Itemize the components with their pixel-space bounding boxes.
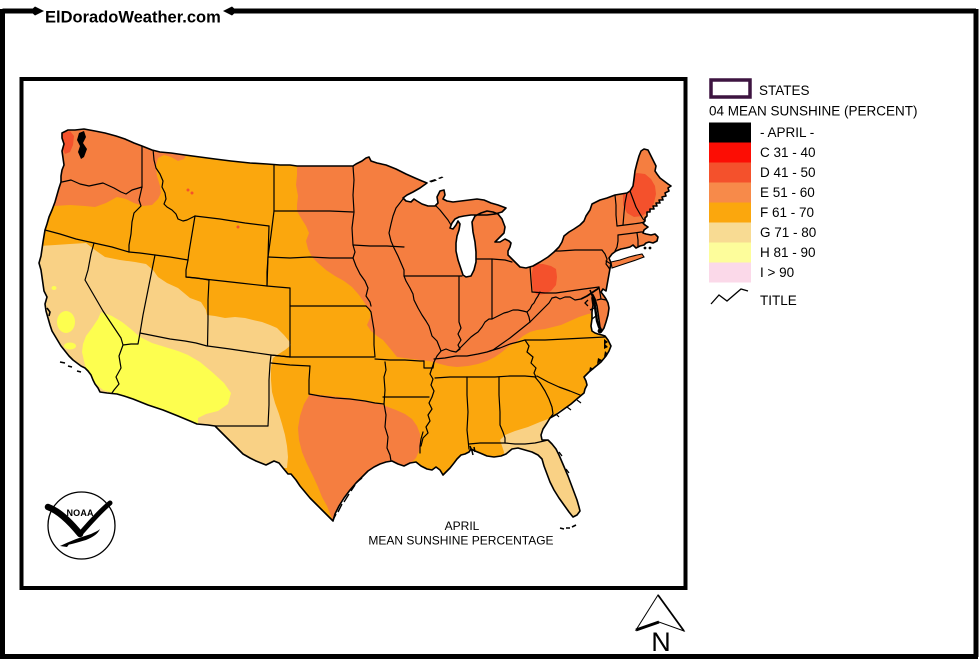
svg-text:E 51 - 60: E 51 - 60 — [760, 185, 815, 200]
svg-text:N: N — [651, 627, 671, 657]
svg-text:TITLE: TITLE — [760, 293, 797, 308]
svg-text:G 71 - 80: G 71 - 80 — [760, 225, 816, 240]
svg-text:APRIL: APRIL — [445, 519, 480, 533]
svg-text:NOAA: NOAA — [67, 508, 95, 518]
svg-text:ElDoradoWeather.com: ElDoradoWeather.com — [45, 9, 221, 27]
svg-text:H 81 - 90: H 81 - 90 — [760, 245, 816, 260]
svg-text:04 MEAN SUNSHINE (PERCENT): 04 MEAN SUNSHINE (PERCENT) — [709, 104, 918, 119]
svg-text:F 61 - 70: F 61 - 70 — [760, 205, 814, 220]
svg-text:- APRIL -: - APRIL - — [760, 125, 814, 140]
svg-text:I > 90: I > 90 — [760, 265, 794, 280]
svg-text:C 31 - 40: C 31 - 40 — [760, 145, 816, 160]
svg-text:STATES: STATES — [759, 83, 810, 98]
svg-text:D 41 - 50: D 41 - 50 — [760, 165, 816, 180]
svg-text:MEAN SUNSHINE PERCENTAGE: MEAN SUNSHINE PERCENTAGE — [368, 534, 553, 548]
